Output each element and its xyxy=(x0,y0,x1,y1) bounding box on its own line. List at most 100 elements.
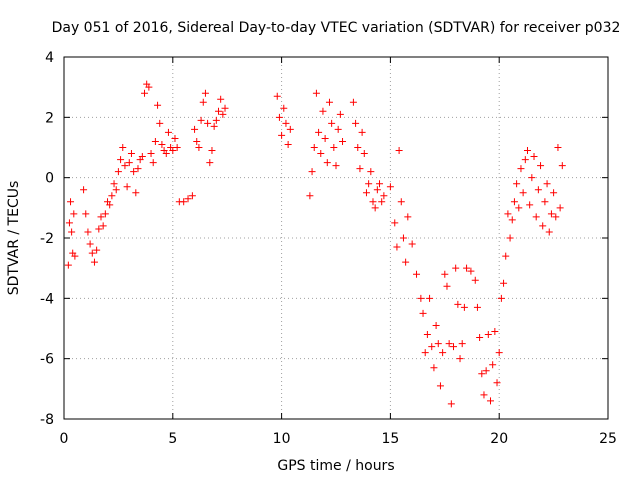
y-tick-label: 2 xyxy=(45,110,54,126)
data-point xyxy=(436,382,444,390)
data-point xyxy=(378,198,386,206)
data-point xyxy=(500,279,508,287)
data-point xyxy=(502,252,510,260)
data-point xyxy=(171,134,179,142)
data-point xyxy=(217,95,225,103)
data-point xyxy=(476,334,484,342)
data-point xyxy=(191,125,199,133)
data-point xyxy=(391,219,399,227)
data-point xyxy=(64,261,72,269)
x-tick-label: 10 xyxy=(273,431,291,447)
data-point xyxy=(312,89,320,97)
data-point xyxy=(212,116,220,124)
data-point xyxy=(210,122,218,130)
data-point xyxy=(473,303,481,311)
data-point xyxy=(332,162,340,170)
data-point xyxy=(184,195,192,203)
data-point xyxy=(99,222,107,230)
data-point xyxy=(119,144,127,151)
data-point xyxy=(541,198,549,206)
data-point xyxy=(199,98,207,106)
data-point xyxy=(367,168,375,176)
data-point xyxy=(352,119,360,127)
data-point xyxy=(121,162,129,170)
x-axis-label: GPS time / hours xyxy=(277,458,394,474)
data-point xyxy=(362,189,370,197)
data-point xyxy=(556,204,564,212)
x-tick-label: 20 xyxy=(490,431,508,447)
data-point xyxy=(88,249,96,257)
data-point xyxy=(197,116,205,124)
data-point xyxy=(456,355,464,363)
data-point xyxy=(467,267,475,275)
data-point xyxy=(151,137,159,145)
data-point xyxy=(149,159,157,167)
data-point xyxy=(193,137,201,145)
data-point xyxy=(65,219,73,227)
data-point xyxy=(517,165,525,173)
data-point xyxy=(286,125,294,133)
data-point xyxy=(534,186,542,194)
data-point xyxy=(204,119,212,127)
data-point xyxy=(443,282,451,290)
data-point xyxy=(354,144,362,151)
data-point xyxy=(323,159,331,167)
data-point xyxy=(482,367,490,375)
data-point xyxy=(371,204,379,212)
data-point xyxy=(208,147,216,155)
data-point xyxy=(154,101,162,109)
data-point xyxy=(519,189,527,197)
y-tick-label: -6 xyxy=(40,352,54,368)
data-point xyxy=(138,153,146,161)
data-point xyxy=(510,198,518,206)
data-point xyxy=(70,210,78,218)
data-point xyxy=(93,246,101,254)
y-tick-label: -2 xyxy=(40,231,54,247)
data-point xyxy=(491,328,499,336)
data-point xyxy=(158,140,166,148)
data-point xyxy=(284,140,292,148)
data-point xyxy=(399,234,407,242)
data-point xyxy=(373,186,381,194)
x-tick-label: 15 xyxy=(381,431,399,447)
data-point xyxy=(164,128,172,136)
data-point xyxy=(504,210,512,218)
data-point xyxy=(493,379,501,387)
data-point xyxy=(471,276,479,284)
data-point xyxy=(447,400,455,408)
data-point xyxy=(201,89,209,97)
data-point xyxy=(421,349,429,357)
data-point xyxy=(393,243,401,251)
data-point xyxy=(478,370,486,378)
data-point xyxy=(132,189,140,197)
data-point xyxy=(550,189,558,197)
data-point xyxy=(127,150,135,158)
data-point xyxy=(180,198,188,206)
data-point xyxy=(315,128,323,136)
data-point xyxy=(112,186,120,194)
data-point xyxy=(486,397,494,405)
x-tick-label: 25 xyxy=(599,431,617,447)
data-point xyxy=(489,361,497,369)
data-point xyxy=(95,225,103,233)
data-point xyxy=(543,180,551,188)
y-tick-label: -4 xyxy=(40,291,54,307)
data-point xyxy=(537,162,545,170)
data-point xyxy=(97,213,105,221)
data-point xyxy=(80,186,88,194)
data-point xyxy=(380,192,388,200)
data-point xyxy=(454,300,462,308)
y-tick-label: 4 xyxy=(45,50,54,66)
x-tick-label: 0 xyxy=(60,431,69,447)
data-point xyxy=(71,252,79,260)
data-point xyxy=(397,198,405,206)
data-point xyxy=(321,134,329,142)
data-point xyxy=(114,168,122,176)
data-point xyxy=(334,125,342,133)
data-point xyxy=(558,162,566,170)
data-point xyxy=(356,165,364,173)
data-point xyxy=(365,180,373,188)
data-point xyxy=(325,98,333,106)
data-point xyxy=(306,192,314,200)
data-point xyxy=(84,228,92,236)
